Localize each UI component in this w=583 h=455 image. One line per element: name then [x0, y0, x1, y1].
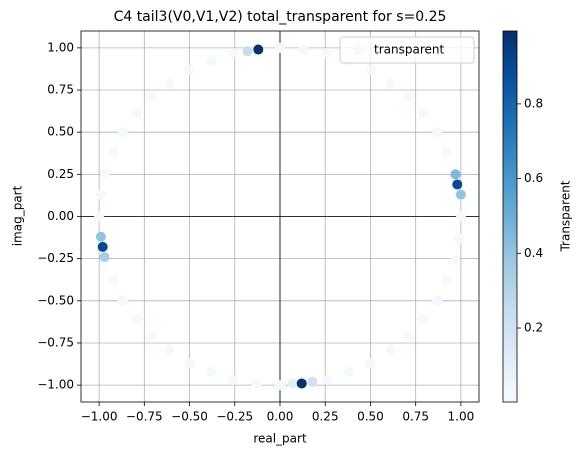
x-tick-label: −0.75 — [126, 410, 163, 424]
point — [95, 231, 106, 242]
x-tick-label: −1.00 — [81, 410, 118, 424]
point — [432, 127, 443, 138]
point — [403, 331, 414, 342]
y-tick-label: −1.00 — [37, 378, 74, 392]
point — [132, 108, 143, 119]
point — [94, 211, 105, 222]
y-axis-label: imag_part — [11, 185, 25, 246]
chart-title: C4 tail3(V0,V1,V2) total_transparent for… — [114, 9, 447, 25]
point — [164, 78, 175, 89]
colorbar-tick-label: 0.4 — [524, 246, 543, 260]
y-tick-label: 0.50 — [47, 125, 74, 139]
point — [322, 47, 333, 58]
point — [417, 108, 428, 119]
point — [242, 46, 253, 57]
point — [206, 56, 217, 67]
point — [287, 378, 298, 389]
colorbar-tick-label: 0.2 — [524, 321, 543, 335]
point — [253, 44, 264, 55]
point — [184, 358, 195, 369]
point — [450, 255, 461, 266]
point — [385, 78, 396, 89]
point — [227, 47, 238, 58]
colorbar-label: Transparent — [559, 180, 573, 252]
x-tick-label: −0.25 — [216, 410, 253, 424]
point — [452, 179, 463, 190]
point — [99, 251, 110, 262]
point — [275, 42, 285, 53]
colorbar-tick-label: 0.8 — [524, 96, 543, 110]
point — [455, 189, 466, 200]
point — [108, 275, 119, 286]
y-tick-label: 0.25 — [47, 167, 74, 181]
legend: transparent — [339, 36, 475, 64]
point — [417, 314, 428, 325]
x-tick-label: 0.25 — [312, 410, 339, 424]
y-tick-label: −0.75 — [37, 335, 74, 349]
point — [275, 380, 285, 391]
point — [146, 331, 157, 342]
point — [307, 376, 318, 387]
point — [108, 147, 119, 158]
point — [365, 358, 376, 369]
y-tick-label: 0.75 — [47, 83, 74, 97]
y-tick-label: 0.00 — [47, 209, 74, 223]
x-tick-label: 0.50 — [357, 410, 384, 424]
point — [454, 233, 465, 244]
point — [117, 295, 128, 306]
point — [184, 64, 195, 75]
point — [450, 169, 461, 180]
point — [132, 314, 143, 325]
point — [99, 167, 110, 178]
colorbar-tick-label: 0.6 — [524, 171, 543, 185]
point — [117, 127, 128, 138]
point — [385, 344, 396, 355]
legend-box — [339, 36, 475, 64]
x-tick-label: 1.00 — [448, 410, 475, 424]
point — [403, 91, 414, 102]
colorbar — [502, 30, 518, 403]
x-tick-label: 0.75 — [402, 410, 429, 424]
point — [146, 91, 157, 102]
x-tick-label: −0.50 — [171, 410, 208, 424]
point — [296, 378, 307, 389]
x-axis-label: real_part — [253, 432, 307, 446]
y-tick-label: 1.00 — [47, 40, 74, 54]
legend-label: transparent — [374, 43, 444, 57]
legend-marker — [353, 45, 363, 55]
y-tick-label: −0.25 — [37, 251, 74, 265]
point — [298, 44, 309, 55]
point — [343, 366, 354, 377]
point — [365, 64, 376, 75]
point — [251, 378, 262, 389]
point — [164, 344, 175, 355]
point — [227, 375, 238, 386]
point — [97, 241, 108, 252]
point — [441, 275, 452, 286]
x-tick-label: 0.00 — [267, 410, 294, 424]
point — [441, 147, 452, 158]
y-tick-label: −0.50 — [37, 293, 74, 307]
point — [322, 375, 333, 386]
point — [432, 295, 443, 306]
point — [95, 189, 106, 200]
point — [455, 211, 466, 222]
point — [206, 366, 217, 377]
